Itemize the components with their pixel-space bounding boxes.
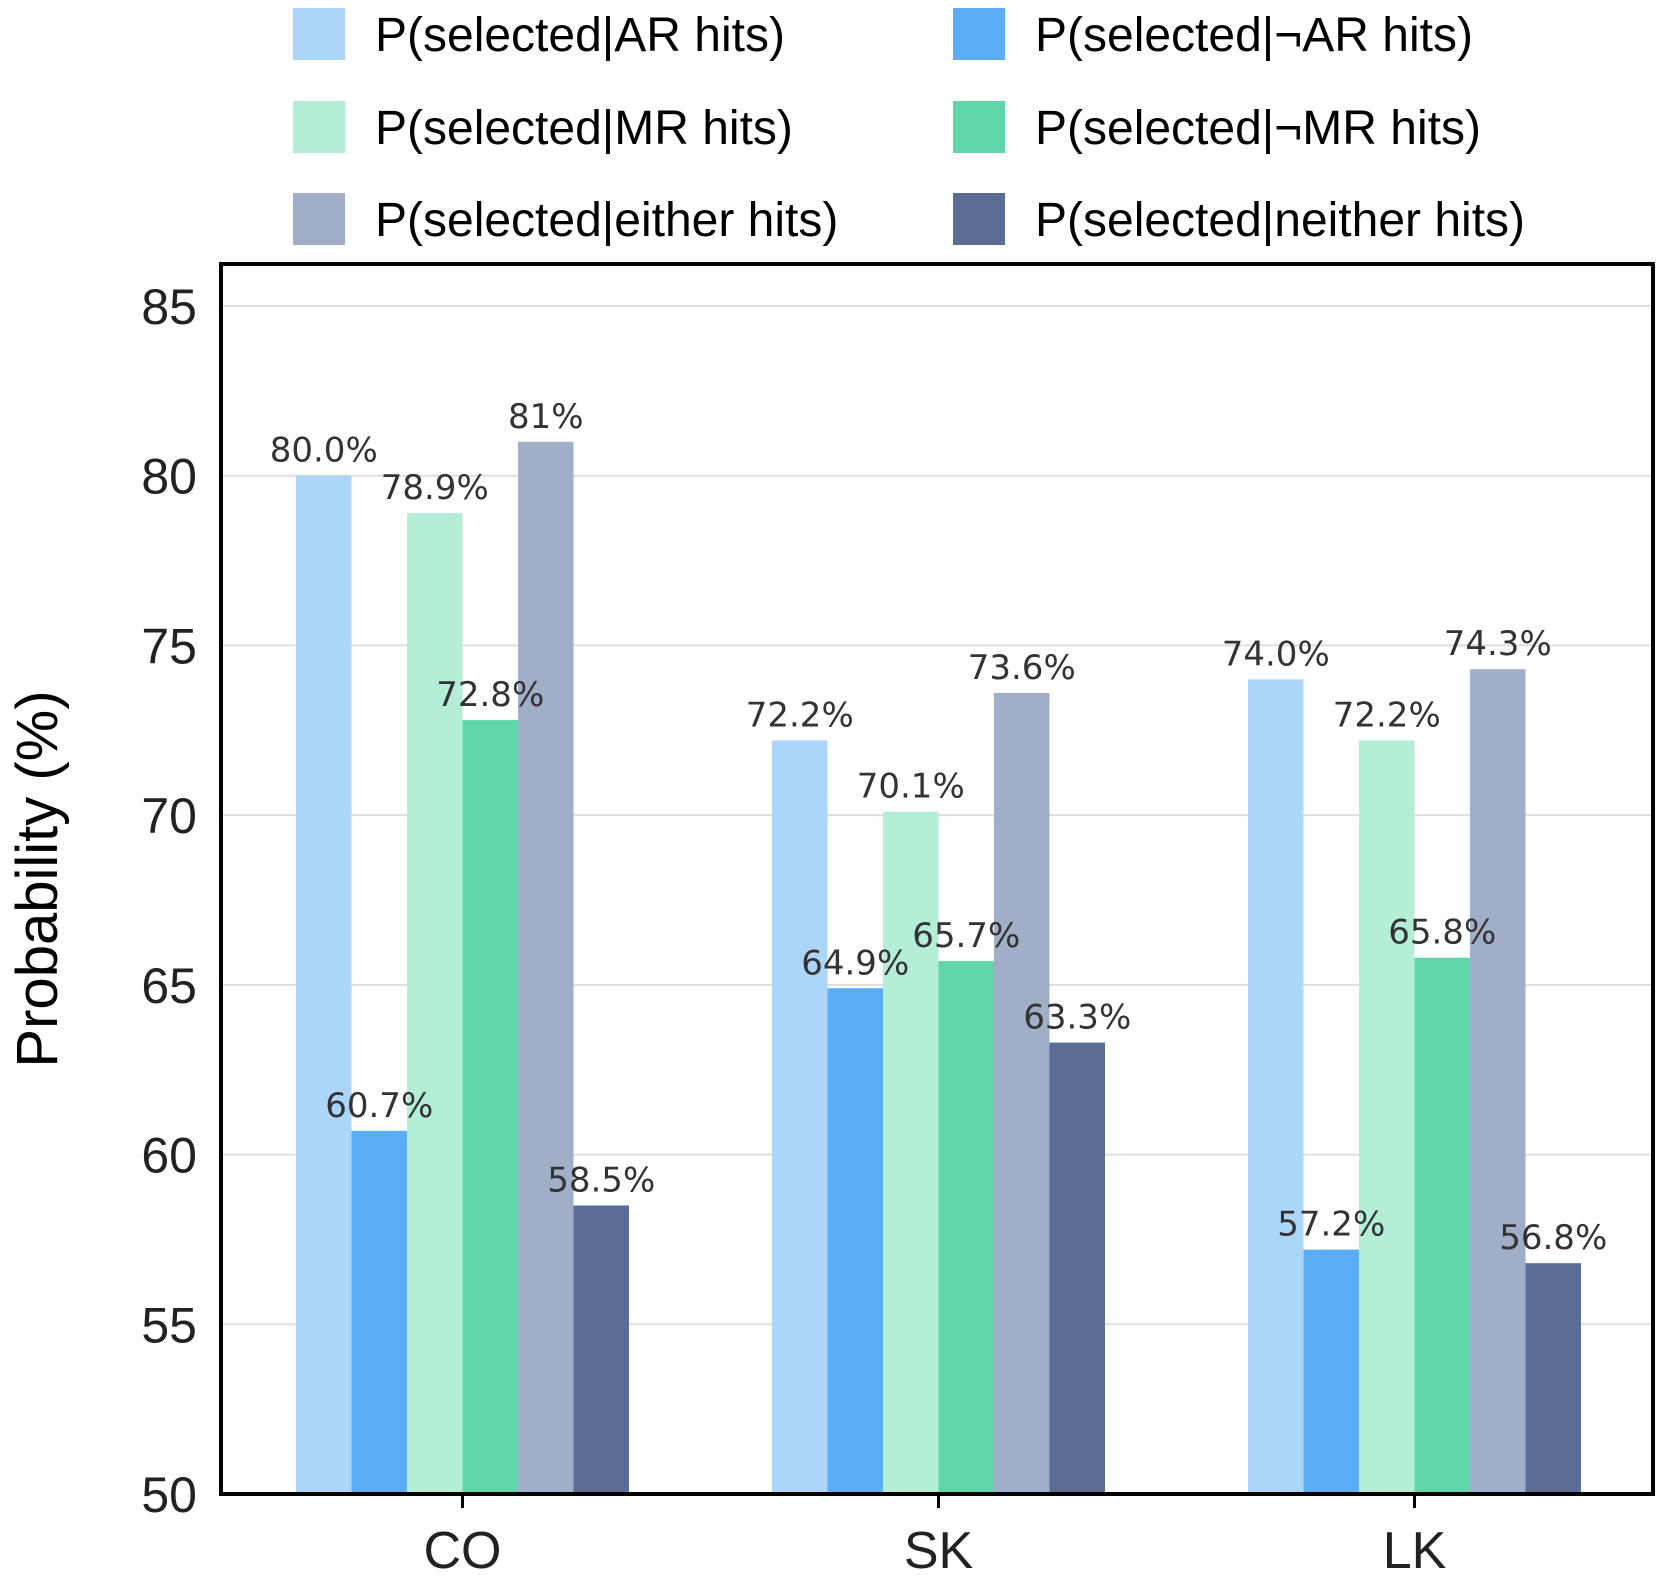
y-tick-label: 50 bbox=[141, 1467, 197, 1523]
bar bbox=[994, 692, 1050, 1494]
data-label: 64.9% bbox=[801, 943, 909, 983]
data-label: 78.9% bbox=[381, 468, 489, 508]
legend-label: P(selected|¬AR hits) bbox=[1035, 9, 1473, 62]
y-tick-label: 55 bbox=[141, 1297, 197, 1353]
bar bbox=[518, 441, 574, 1494]
y-tick-label: 65 bbox=[141, 958, 197, 1014]
bar-group bbox=[296, 441, 1581, 1494]
bar bbox=[1049, 1042, 1105, 1494]
data-label: 72.8% bbox=[436, 675, 544, 715]
legend-swatch bbox=[293, 101, 345, 153]
bar bbox=[1248, 679, 1304, 1494]
bar bbox=[407, 513, 463, 1494]
x-tick-label: SK bbox=[904, 1522, 974, 1577]
data-label: 81% bbox=[508, 397, 584, 437]
bar bbox=[1470, 669, 1526, 1494]
bar bbox=[351, 1130, 407, 1494]
data-label: 70.1% bbox=[857, 767, 965, 807]
legend-swatch bbox=[293, 8, 345, 60]
data-label: 63.3% bbox=[1023, 998, 1131, 1038]
data-label: 65.7% bbox=[912, 916, 1020, 956]
legend-label: P(selected|either hits) bbox=[375, 194, 838, 247]
legend-swatch bbox=[953, 101, 1005, 153]
data-label: 73.6% bbox=[968, 648, 1076, 688]
data-label: 72.2% bbox=[746, 695, 854, 735]
data-label: 74.0% bbox=[1222, 634, 1330, 674]
bar bbox=[883, 811, 939, 1494]
bar bbox=[827, 988, 883, 1494]
data-labels: 80.0% 60.7% 78.9% 72.8% 81% 58.5% 72.2% 64.9% 70… bbox=[270, 397, 1608, 1258]
legend-label: P(selected|neither hits) bbox=[1035, 194, 1525, 247]
y-tick-label: 70 bbox=[141, 788, 197, 844]
y-tick-label: 80 bbox=[141, 449, 197, 505]
y-tick-label: 75 bbox=[141, 618, 197, 674]
bar bbox=[573, 1205, 629, 1494]
bar bbox=[296, 475, 352, 1494]
bar bbox=[462, 720, 518, 1494]
bar bbox=[772, 740, 828, 1494]
legend-swatch bbox=[293, 193, 345, 245]
bar bbox=[1414, 957, 1470, 1494]
legend: P(selected|AR hits) P(selected|¬AR hits) P… bbox=[293, 8, 1525, 247]
data-label: 57.2% bbox=[1277, 1205, 1385, 1245]
y-tick-label: 60 bbox=[141, 1128, 197, 1184]
x-axis-ticks: CO SK LK bbox=[424, 1494, 1447, 1577]
bar bbox=[1359, 740, 1415, 1494]
data-label: 65.8% bbox=[1388, 913, 1496, 953]
x-tick-label: CO bbox=[424, 1522, 502, 1577]
legend-swatch bbox=[953, 193, 1005, 245]
legend-label: P(selected|AR hits) bbox=[375, 9, 785, 62]
bar bbox=[1525, 1263, 1581, 1494]
data-label: 60.7% bbox=[325, 1086, 433, 1126]
data-label: 74.3% bbox=[1444, 624, 1552, 664]
bar bbox=[1303, 1249, 1359, 1494]
data-label: 72.2% bbox=[1333, 695, 1441, 735]
x-tick-label: LK bbox=[1383, 1522, 1447, 1577]
bar bbox=[938, 961, 994, 1494]
legend-label: P(selected|MR hits) bbox=[375, 102, 793, 155]
legend-label: P(selected|¬MR hits) bbox=[1035, 102, 1481, 155]
y-axis-ticks: 50 55 60 65 70 75 80 85 bbox=[141, 279, 197, 1523]
data-label: 58.5% bbox=[547, 1160, 655, 1200]
y-tick-label: 85 bbox=[141, 279, 197, 335]
legend-swatch bbox=[953, 8, 1005, 60]
data-label: 56.8% bbox=[1499, 1218, 1607, 1258]
data-label: 80.0% bbox=[270, 431, 378, 471]
y-axis-label: Probability (%) bbox=[5, 690, 70, 1067]
